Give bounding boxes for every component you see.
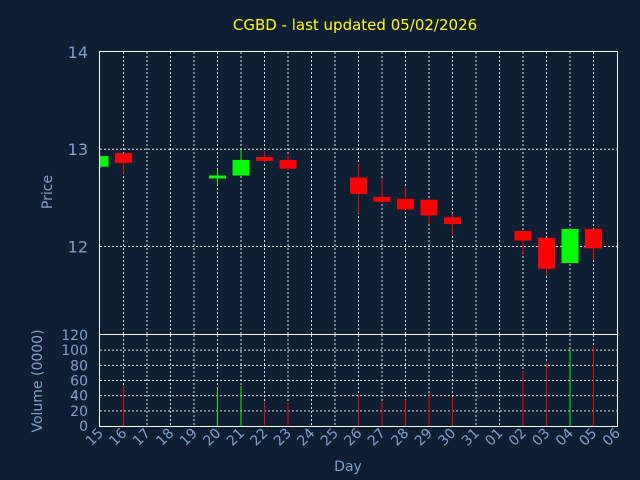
x-tick-label: 25	[318, 426, 342, 450]
x-tick-label: 30	[435, 426, 459, 450]
x-tick-label: 20	[200, 426, 224, 450]
candle	[561, 228, 579, 264]
candle	[99, 155, 109, 169]
candle-body	[373, 196, 391, 202]
volume-tick-label: 0	[79, 419, 88, 435]
x-tick-label: 17	[130, 426, 154, 450]
x-tick-label: 26	[341, 425, 365, 449]
x-tick-label: 18	[153, 426, 177, 450]
x-tick-labels: 15 16 17 18 19 20 21 22 23 24 25 26 27 28 29 30 31 01 02 03…	[83, 425, 624, 449]
price-tick-label: 14	[68, 43, 88, 62]
candle	[373, 178, 391, 203]
x-tick-label: 03	[529, 426, 553, 450]
x-tick-label: 16	[106, 425, 130, 449]
volume-tick-label: 20	[70, 404, 88, 420]
x-axis-label: Day	[334, 459, 362, 475]
price-tick-label: 12	[68, 237, 88, 256]
x-tick-label: 01	[482, 426, 506, 450]
price-axis-label: Price	[40, 175, 56, 209]
candle-body	[514, 230, 532, 241]
x-tick-label: 28	[388, 426, 412, 450]
candle-body	[561, 228, 579, 264]
candle	[420, 198, 438, 225]
candle	[115, 153, 132, 174]
x-tick-label: 05	[576, 426, 600, 450]
volume-bars	[123, 346, 594, 426]
x-tick-label: 02	[506, 426, 530, 450]
volume-tick-label: 80	[70, 358, 88, 374]
price-candles	[99, 149, 602, 276]
x-tick-label: 29	[412, 426, 436, 450]
chart-title: CGBD - last updated 05/02/2026	[233, 16, 477, 34]
candle-body	[256, 157, 273, 161]
x-tick-label: 04	[553, 425, 577, 449]
volume-tick-label: 120	[61, 328, 88, 344]
volume-panel-frame	[99, 334, 618, 427]
candle	[538, 237, 555, 276]
candle-body	[100, 156, 109, 167]
x-tick-label: 21	[224, 426, 248, 450]
candle	[514, 230, 532, 254]
candle	[256, 151, 273, 162]
volume-tick-label: 100	[61, 343, 88, 359]
candle-body	[585, 228, 602, 249]
x-tick-label: 23	[271, 426, 295, 450]
x-tick-label: 06	[600, 425, 624, 449]
candle-body	[279, 159, 297, 169]
candle-body	[350, 177, 367, 194]
x-tick-label: 24	[294, 425, 318, 449]
candle-body	[397, 198, 414, 210]
volume-tick-label: 60	[70, 374, 88, 390]
candle-body	[444, 217, 461, 225]
x-tick-label: 19	[177, 426, 201, 450]
x-tick-label: 27	[365, 426, 389, 450]
price-tick-label: 13	[68, 140, 88, 159]
candle	[397, 187, 414, 211]
x-tick-label: 22	[247, 426, 271, 450]
candle-body	[538, 237, 555, 269]
candle	[585, 228, 602, 261]
volume-tick-label: 40	[70, 389, 88, 405]
candle-body	[115, 153, 132, 163]
volume-axis-label: Volume (0000)	[30, 329, 46, 432]
candle-body	[232, 159, 250, 176]
candle	[209, 169, 226, 186]
candle	[350, 163, 367, 214]
x-tick-label: 31	[459, 426, 483, 450]
candle-body	[209, 175, 226, 179]
candle-body	[420, 199, 438, 216]
price-tick-labels: 12 13 14	[68, 43, 88, 256]
candle	[279, 155, 297, 170]
candle	[232, 149, 250, 176]
candle	[444, 213, 461, 235]
